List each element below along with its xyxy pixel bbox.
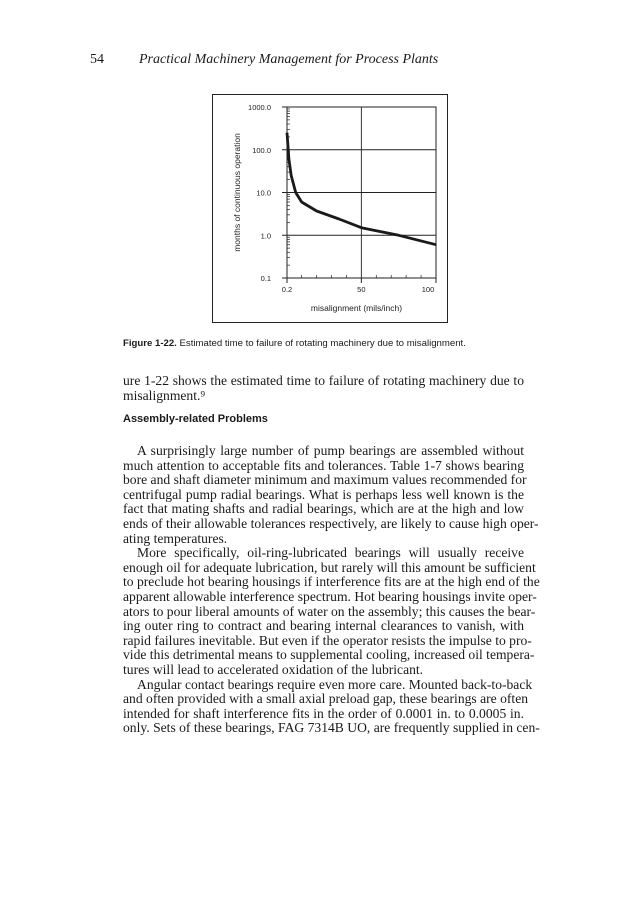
body-line: only. Sets of these bearings, FAG 7314B … bbox=[123, 720, 540, 736]
body-line: tures will lead to accelerated oxidation… bbox=[123, 662, 424, 677]
body-line: and often provided with a small axial pr… bbox=[123, 691, 529, 707]
x-tick-label: 0.2 bbox=[282, 285, 292, 294]
body-line: much attention to acceptable fits and to… bbox=[123, 457, 524, 473]
figure-caption-text: Estimated time to failure of rotating ma… bbox=[176, 338, 466, 349]
x-tick-label: 50 bbox=[357, 285, 365, 294]
y-tick-label: 1000.0 bbox=[248, 103, 271, 112]
y-tick-label: 10.0 bbox=[256, 189, 271, 198]
intro-line: ure 1-22 shows the estimated time to fai… bbox=[123, 373, 524, 388]
body-line: Angular contact bearings require even mo… bbox=[137, 676, 533, 692]
y-axis-title: months of continuous operation bbox=[232, 133, 242, 252]
figure-frame bbox=[212, 94, 448, 323]
body-line: A surprisingly large number of pump bear… bbox=[137, 443, 524, 458]
body-line: ators to pour liberal amounts of water o… bbox=[123, 603, 536, 619]
section-heading: Assembly-related Problems bbox=[123, 413, 268, 425]
figure-label: Figure 1-22. bbox=[123, 338, 177, 349]
body-line: ating temperatures. bbox=[123, 530, 228, 546]
failure-curve bbox=[285, 132, 437, 247]
x-axis-title: misalignment (mils/inch) bbox=[311, 303, 402, 313]
x-tick-label: 100 bbox=[422, 285, 435, 294]
y-tick-label: 1.0 bbox=[261, 231, 271, 240]
body-line: ends of their allowable tolerances respe… bbox=[123, 516, 539, 531]
y-tick-label: 0.1 bbox=[261, 274, 271, 283]
time-to-failure-chart: 1000.0 100.0 10.0 1.0 0.1 0.2 50 100 misalignmen… bbox=[232, 103, 437, 313]
page-number: 54 bbox=[90, 52, 104, 67]
body-line: to preclude hot bearing housings if inte… bbox=[123, 574, 540, 590]
intro-line: misalignment.⁹ bbox=[123, 388, 206, 403]
body-line: rapid failures inevitable. But even if t… bbox=[123, 632, 532, 648]
body-line: intended for shaft interference fits in … bbox=[123, 705, 524, 721]
body-line: vide this detrimental means to supplemen… bbox=[123, 647, 535, 663]
y-tick-label: 100.0 bbox=[252, 146, 271, 155]
body-line: ing outer ring to contract and bearing i… bbox=[123, 618, 524, 634]
figure-caption: Figure 1-22. Estimated time to failure o… bbox=[123, 338, 466, 349]
body-line: More specifically, oil-ring-lubricated b… bbox=[137, 545, 524, 561]
body-line: fact that mating shafts and radial beari… bbox=[123, 501, 524, 517]
body-line: enough oil for adequate lubrication, but… bbox=[123, 559, 536, 575]
body-line: bore and shaft diameter minimum and maxi… bbox=[123, 472, 527, 488]
body-line: apparent allowable interference spectrum… bbox=[123, 589, 537, 604]
running-title: Practical Machinery Management for Proce… bbox=[139, 52, 439, 67]
body-line: centrifugal pump radial bearings. What i… bbox=[123, 486, 524, 502]
